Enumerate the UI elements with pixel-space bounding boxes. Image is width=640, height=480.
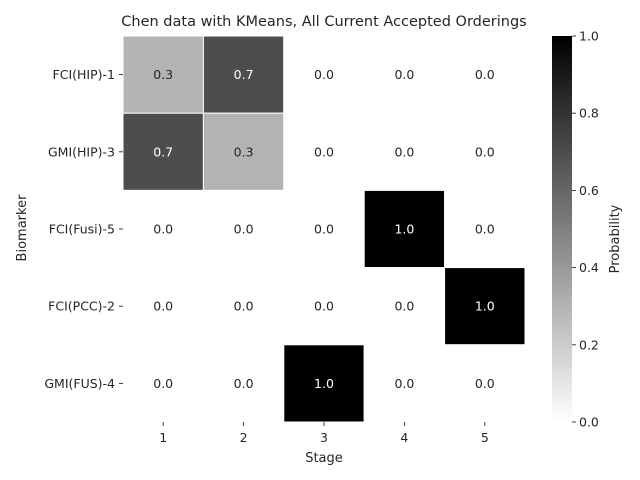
heatmap-cell (202, 344, 285, 423)
cell-value-label: 0.0 (475, 67, 495, 82)
heatmap-cell (444, 35, 526, 114)
colorbar-ticks: 0.0 0.2 0.4 0.6 0.8 1.0 (572, 29, 599, 430)
colorbar (552, 36, 572, 422)
cell-value-label: 1.0 (314, 376, 334, 391)
heatmap-cell (283, 112, 365, 191)
cell-value-label: 0.0 (394, 299, 414, 314)
y-axis-ticks: FCI(HIP)-1 GMI(HIP)-3 FCI(Fusi)-5 FCI(PCC)-… (44, 67, 123, 391)
heatmap-cell (283, 35, 365, 114)
cell-value-label: 0.0 (314, 144, 334, 159)
heatmap-cell (122, 344, 204, 423)
colorbar-label: Probability (608, 204, 623, 273)
heatmap-cell (202, 267, 285, 346)
colorbar-tick-label: 0.2 (579, 337, 599, 352)
heatmap-cell (283, 344, 365, 423)
cell-value-label: 0.0 (394, 67, 414, 82)
colorbar-tick-label: 1.0 (579, 29, 599, 44)
y-tick-label: FCI(Fusi)-5 (49, 222, 115, 237)
colorbar-tick-label: 0.0 (579, 415, 599, 430)
cell-value-label: 0.3 (153, 67, 173, 82)
heatmap-cell (444, 189, 526, 269)
chart-title: Chen data with KMeans, All Current Accep… (121, 14, 526, 30)
heatmap-cell (444, 112, 526, 191)
heatmap-cell (202, 189, 285, 269)
heatmap-cell (444, 344, 526, 423)
y-tick-label: GMI(HIP)-3 (48, 144, 115, 159)
x-tick-label: 4 (400, 430, 408, 445)
cell-value-label: 0.0 (394, 144, 414, 159)
heatmap-cell (363, 189, 446, 269)
heatmap-cell (283, 189, 365, 269)
heatmap-cell (122, 112, 204, 191)
heatmap-cells (122, 35, 526, 423)
cell-value-label: 0.0 (314, 299, 334, 314)
cell-value-label: 0.0 (394, 376, 414, 391)
heatmap-cell-labels: 0.3 0.7 0.0 0.0 0.0 0.7 0.3 0.0 0.0 0.0 0.0 0.0 0.0 1… (153, 67, 495, 391)
x-tick-label: 2 (240, 430, 248, 445)
colorbar-tick-label: 0.6 (579, 183, 599, 198)
heatmap-cell (122, 35, 204, 114)
cell-value-label: 0.0 (475, 222, 495, 237)
y-tick-label: GMI(FUS)-4 (44, 376, 115, 391)
x-axis-label: Stage (305, 451, 343, 466)
cell-value-label: 0.0 (153, 222, 173, 237)
cell-value-label: 0.0 (153, 299, 173, 314)
colorbar-tick-label: 0.4 (579, 260, 599, 275)
heatmap-cell (444, 267, 526, 346)
cell-value-label: 0.3 (234, 144, 254, 159)
colorbar-tick-label: 0.8 (579, 106, 599, 121)
cell-value-label: 0.0 (314, 222, 334, 237)
cell-value-label: 0.0 (153, 376, 173, 391)
x-tick-label: 3 (320, 430, 328, 445)
heatmap-cell (363, 267, 446, 346)
cell-value-label: 0.7 (153, 144, 173, 159)
cell-value-label: 0.0 (475, 144, 495, 159)
cell-value-label: 1.0 (475, 299, 495, 314)
cell-value-label: 0.0 (234, 299, 254, 314)
cell-value-label: 0.0 (314, 67, 334, 82)
y-tick-label: FCI(PCC)-2 (48, 299, 115, 314)
x-tick-label: 1 (159, 430, 167, 445)
heatmap-cell (363, 35, 446, 114)
y-axis-label: Biomarker (15, 194, 30, 262)
cell-value-label: 0.7 (234, 67, 254, 82)
heatmap-cell (202, 35, 285, 114)
heatmap-cell (283, 267, 365, 346)
cell-value-label: 0.0 (234, 376, 254, 391)
x-tick-label: 5 (481, 430, 489, 445)
cell-value-label: 0.0 (234, 222, 254, 237)
x-axis-ticks: 1 2 3 4 5 (159, 422, 489, 445)
cell-value-label: 1.0 (394, 222, 414, 237)
y-tick-label: FCI(HIP)-1 (53, 67, 115, 82)
cell-value-label: 0.0 (475, 376, 495, 391)
